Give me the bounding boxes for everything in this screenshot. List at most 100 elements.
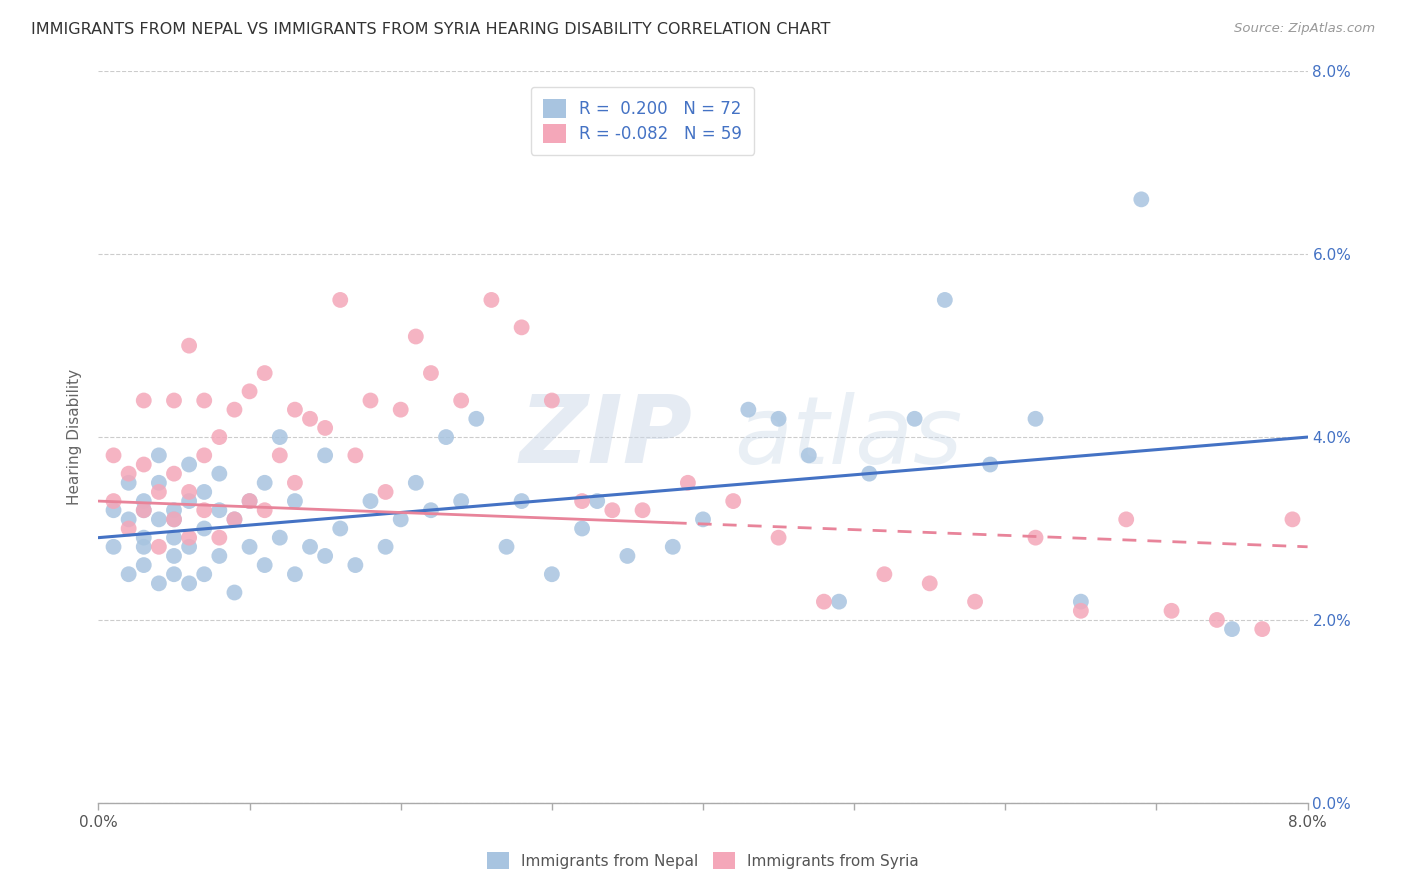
Point (163, 393, 186, 408)
Point (434, 430, 457, 444)
Point (269, 449, 291, 463)
Point (1206, 613, 1229, 627)
Point (239, 494, 262, 508)
Point (510, 494, 533, 508)
Point (118, 567, 141, 582)
Point (314, 449, 336, 463)
Point (676, 475, 699, 490)
Legend: R =  0.200   N = 72, R = -0.082   N = 59: R = 0.200 N = 72, R = -0.082 N = 59 (531, 87, 754, 154)
Point (405, 475, 427, 490)
Point (163, 467, 186, 481)
Point (571, 494, 593, 508)
Point (904, 412, 927, 426)
Point (103, 503, 125, 517)
Point (148, 576, 170, 591)
Point (360, 393, 382, 408)
Point (163, 567, 186, 582)
Point (602, 503, 624, 517)
Point (193, 485, 215, 500)
Point (253, 475, 276, 490)
Point (253, 558, 276, 573)
Point (314, 421, 336, 435)
Point (179, 494, 201, 508)
Point (1220, 622, 1243, 636)
Point (284, 567, 307, 582)
Point (253, 366, 276, 380)
Point (965, 595, 987, 609)
Point (132, 540, 155, 554)
Point (224, 402, 246, 417)
Point (269, 531, 291, 545)
Point (132, 458, 155, 472)
Point (1070, 595, 1092, 609)
Point (1070, 604, 1092, 618)
Point (103, 494, 125, 508)
Point (179, 540, 201, 554)
Point (239, 540, 262, 554)
Point (163, 512, 186, 526)
Point (631, 503, 654, 517)
Point (1281, 512, 1303, 526)
Point (768, 412, 790, 426)
Point (179, 531, 201, 545)
Point (284, 402, 307, 417)
Point (118, 475, 141, 490)
Point (118, 521, 141, 535)
Point (661, 540, 683, 554)
Point (540, 393, 562, 408)
Point (239, 494, 262, 508)
Text: Source: ZipAtlas.com: Source: ZipAtlas.com (1234, 22, 1375, 36)
Point (405, 329, 427, 343)
Point (616, 549, 638, 563)
Point (329, 293, 352, 307)
Point (389, 512, 412, 526)
Point (540, 567, 562, 582)
Point (193, 521, 215, 535)
Point (148, 485, 170, 500)
Point (465, 412, 488, 426)
Point (132, 558, 155, 573)
Point (224, 585, 246, 599)
Point (420, 366, 443, 380)
Point (163, 531, 186, 545)
Point (179, 338, 201, 352)
Point (208, 549, 231, 563)
Point (389, 402, 412, 417)
Point (179, 576, 201, 591)
Point (314, 549, 336, 563)
Point (224, 512, 246, 526)
Point (586, 494, 609, 508)
Point (148, 540, 170, 554)
Point (768, 531, 790, 545)
Y-axis label: Hearing Disability: Hearing Disability (67, 369, 83, 505)
Point (103, 540, 125, 554)
Point (1025, 412, 1047, 426)
Point (284, 494, 307, 508)
Point (374, 540, 396, 554)
Point (148, 512, 170, 526)
Point (208, 503, 231, 517)
Point (329, 521, 352, 535)
Point (1025, 531, 1047, 545)
Point (299, 540, 322, 554)
Point (797, 449, 820, 463)
Point (344, 449, 367, 463)
Point (163, 503, 186, 517)
Point (495, 540, 517, 554)
Point (224, 512, 246, 526)
Point (148, 449, 170, 463)
Point (934, 293, 956, 307)
Point (103, 449, 125, 463)
Point (692, 512, 714, 526)
Point (148, 475, 170, 490)
Point (918, 576, 941, 591)
Point (450, 494, 472, 508)
Point (132, 503, 155, 517)
Point (284, 475, 307, 490)
Point (132, 494, 155, 508)
Point (737, 402, 759, 417)
Point (1130, 193, 1153, 207)
Point (1115, 512, 1137, 526)
Point (179, 458, 201, 472)
Text: atlas: atlas (734, 392, 962, 483)
